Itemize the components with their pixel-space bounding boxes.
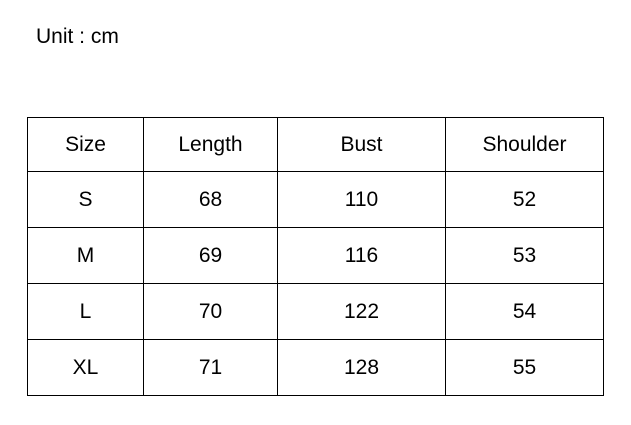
cell-bust: 110 [277, 171, 446, 228]
cell-shoulder: 54 [445, 283, 604, 340]
column-header-size: Size [27, 117, 144, 172]
cell-length: 70 [143, 283, 278, 340]
cell-size: S [27, 171, 144, 228]
column-header-shoulder: Shoulder [445, 117, 604, 172]
cell-bust: 122 [277, 283, 446, 340]
cell-length: 71 [143, 339, 278, 396]
cell-size: L [27, 283, 144, 340]
column-header-bust: Bust [277, 117, 446, 172]
table-header-row: Size Length Bust Shoulder [27, 117, 604, 172]
cell-size: XL [27, 339, 144, 396]
cell-bust: 116 [277, 227, 446, 284]
unit-label: Unit : cm [36, 25, 119, 48]
cell-length: 68 [143, 171, 278, 228]
cell-shoulder: 55 [445, 339, 604, 396]
cell-length: 69 [143, 227, 278, 284]
table-row-l: L 70 122 54 [27, 283, 604, 340]
table-row-xl: XL 71 128 55 [27, 339, 604, 396]
table-row-s: S 68 110 52 [27, 171, 604, 228]
table-row-m: M 69 116 53 [27, 227, 604, 284]
cell-shoulder: 52 [445, 171, 604, 228]
size-chart-table: Size Length Bust Shoulder S 68 110 52 M … [27, 117, 604, 396]
column-header-length: Length [143, 117, 278, 172]
cell-shoulder: 53 [445, 227, 604, 284]
cell-size: M [27, 227, 144, 284]
cell-bust: 128 [277, 339, 446, 396]
